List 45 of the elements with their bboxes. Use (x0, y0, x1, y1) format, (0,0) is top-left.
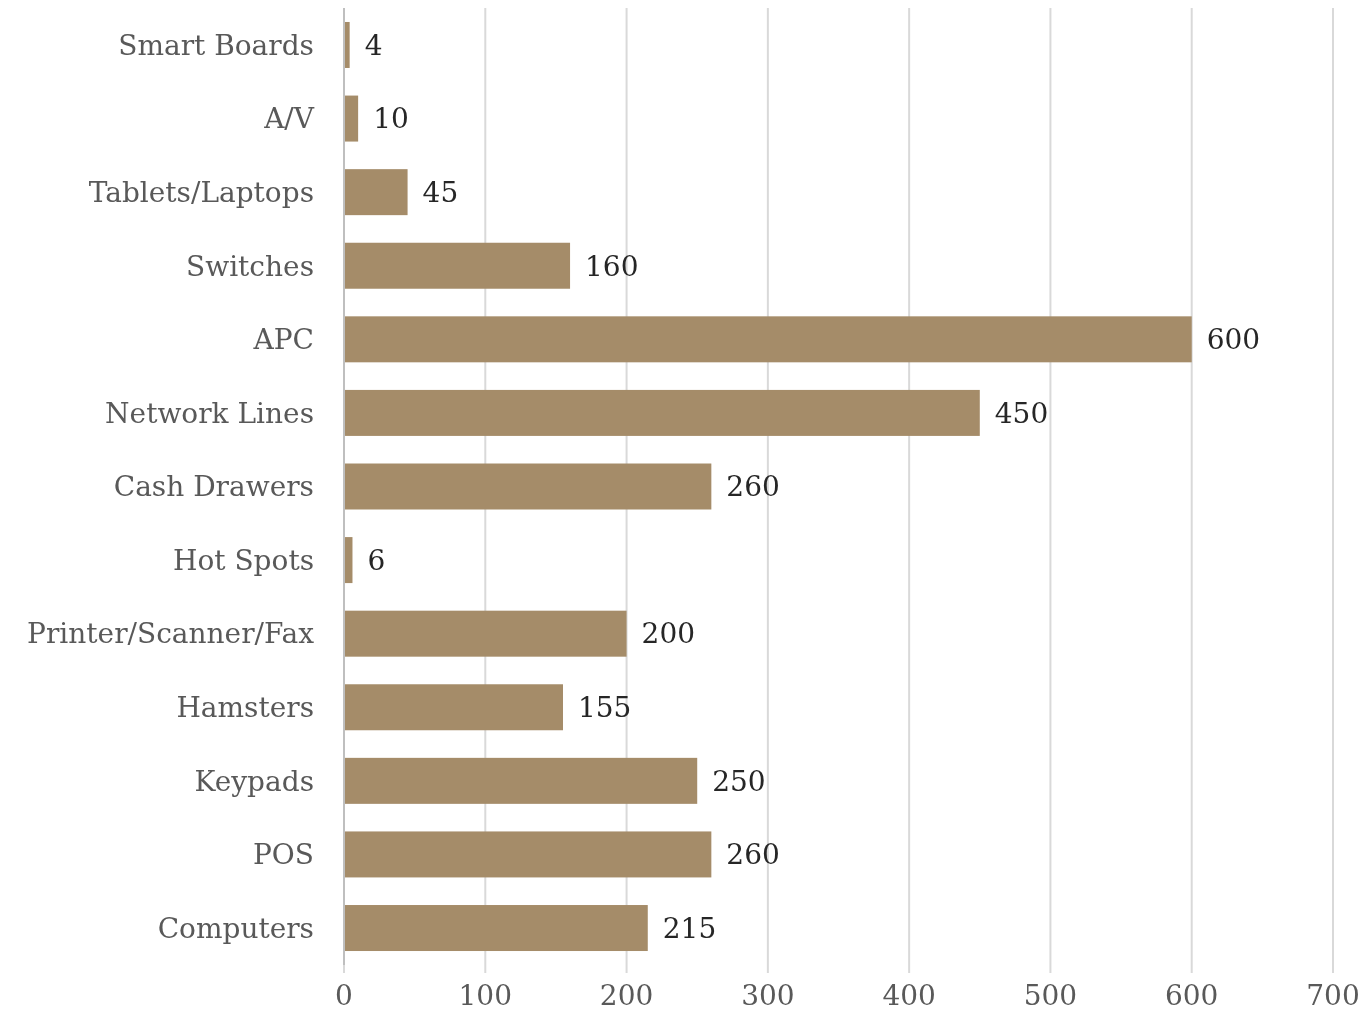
y-tick-label: Hot Spots (172, 543, 314, 577)
x-tick-label: 0 (335, 979, 353, 1012)
bar (344, 905, 648, 952)
y-tick-label: Tablets/Laptops (88, 175, 314, 209)
x-tick-label: 400 (882, 979, 936, 1012)
data-label: 160 (585, 249, 639, 283)
bar (344, 242, 571, 289)
data-label: 215 (662, 911, 717, 945)
data-label: 4 (364, 28, 383, 62)
bar (344, 389, 980, 436)
y-tick-label: Switches (185, 249, 314, 283)
bar (344, 316, 1192, 363)
data-label: 250 (712, 764, 766, 798)
bar (344, 463, 712, 510)
data-label: 450 (994, 396, 1049, 430)
y-tick-label: Hamsters (176, 691, 314, 725)
data-label: 260 (726, 838, 780, 872)
y-tick-label: Keypads (194, 764, 314, 798)
bar (344, 95, 359, 142)
data-label: 10 (373, 102, 409, 136)
x-tick-label: 600 (1164, 979, 1219, 1012)
data-label: 260 (726, 470, 780, 504)
data-label: 45 (422, 175, 459, 209)
x-tick-label: 200 (599, 979, 654, 1012)
y-tick-label: Computers (157, 911, 314, 945)
y-tick-label: Network Lines (105, 396, 314, 430)
y-tick-label: Smart Boards (118, 28, 314, 62)
bar (344, 610, 627, 657)
bar (344, 831, 712, 878)
bar (344, 169, 408, 216)
data-label: 6 (367, 543, 386, 577)
bar (344, 757, 698, 804)
y-tick-label: POS (253, 838, 314, 872)
y-tick-label: APC (252, 323, 314, 357)
y-tick-label: Cash Drawers (113, 470, 314, 504)
y-tick-label: Printer/Scanner/Fax (27, 617, 315, 651)
data-label: 600 (1206, 323, 1261, 357)
x-tick-label: 100 (458, 979, 513, 1012)
bar (344, 684, 563, 731)
data-label: 200 (641, 617, 696, 651)
y-tick-label: A/V (263, 102, 315, 136)
x-tick-label: 700 (1306, 979, 1360, 1012)
x-tick-label: 300 (741, 979, 795, 1012)
data-label: 155 (577, 691, 632, 725)
x-tick-label: 500 (1023, 979, 1078, 1012)
